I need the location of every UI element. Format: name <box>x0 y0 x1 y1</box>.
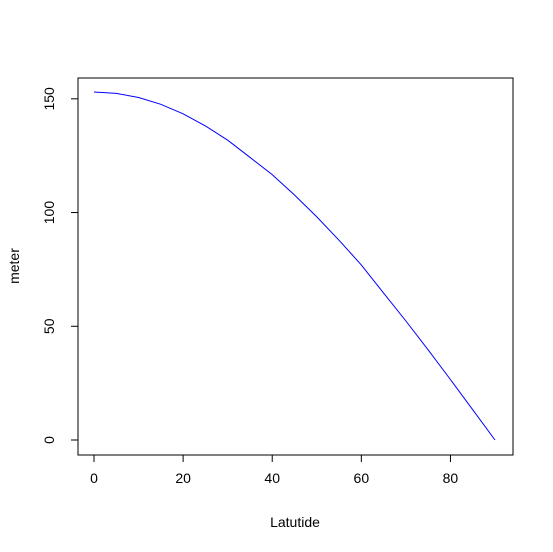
x-tick-label: 80 <box>443 470 459 486</box>
series-layer <box>93 91 496 441</box>
y-axis-label: meter <box>6 248 22 284</box>
x-tick-label: 20 <box>175 470 191 486</box>
x-tick-label: 0 <box>90 470 98 486</box>
y-axis: 0 50 100 150 <box>41 87 79 444</box>
x-axis: 0 20 40 60 80 <box>90 454 459 486</box>
plot-box <box>77 77 514 456</box>
y-tick-label: 100 <box>41 201 57 225</box>
x-axis-label: Latutide <box>270 514 320 530</box>
y-tick-label: 0 <box>41 436 57 444</box>
x-tick-label: 40 <box>264 470 280 486</box>
series-line-1 <box>93 91 496 441</box>
y-tick-label: 50 <box>41 318 57 334</box>
y-tick-label: 150 <box>41 87 57 111</box>
x-tick-label: 60 <box>354 470 370 486</box>
